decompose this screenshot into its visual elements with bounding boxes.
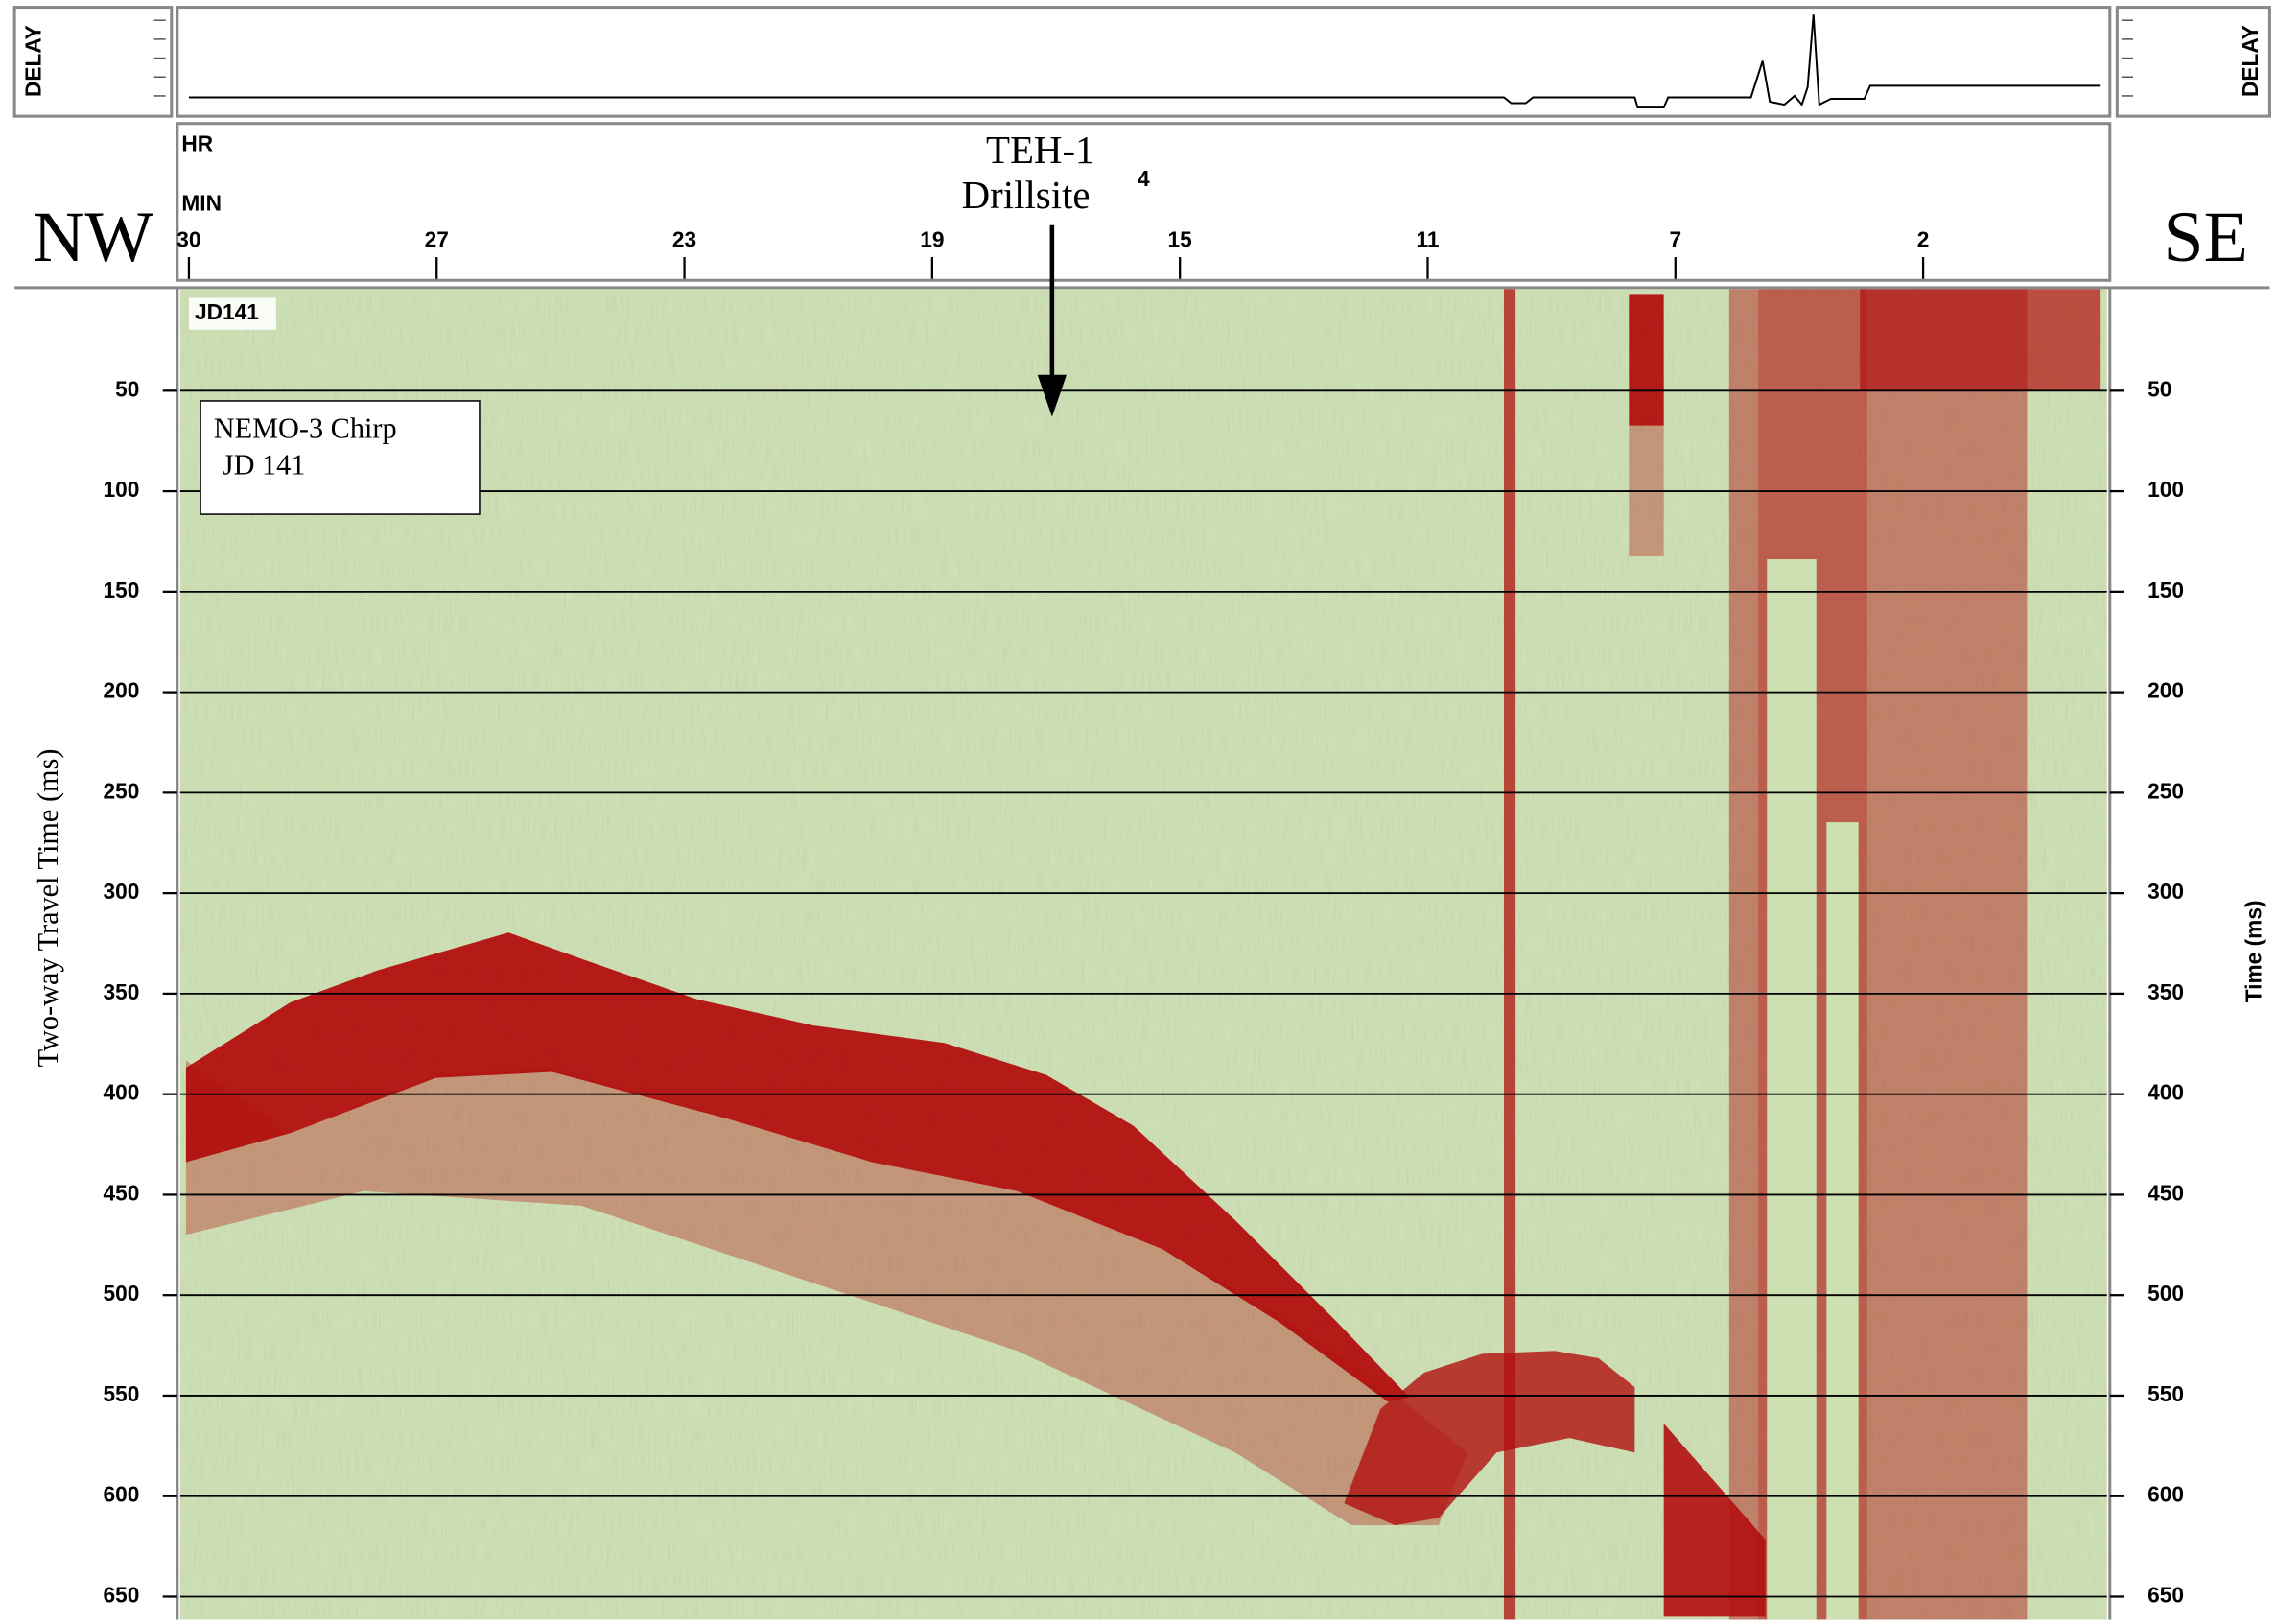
delay-frame	[176, 6, 2112, 118]
y2-tick-label: 550	[2148, 1381, 2184, 1406]
y-tick-label: 600	[104, 1482, 140, 1507]
legend-box	[200, 400, 481, 515]
x-tick-label: 2	[1917, 226, 1930, 251]
block-artifact	[1629, 294, 1664, 426]
direction-right: SE	[2164, 198, 2248, 277]
x-tick-label: 7	[1669, 226, 1681, 251]
y-tick-label: 550	[104, 1381, 140, 1406]
x-tick-label: 30	[176, 226, 200, 251]
y2-tick-label: 300	[2148, 879, 2184, 904]
grid	[179, 389, 2107, 1598]
site-arrowhead	[1037, 374, 1068, 417]
hour-label: HR	[181, 130, 213, 155]
y-tick-label: 350	[104, 979, 140, 1004]
y2-tick-label: 250	[2148, 778, 2184, 803]
y-tick-label: 500	[104, 1281, 140, 1306]
y2-tick-label: 500	[2148, 1281, 2184, 1306]
y-tick-label: 450	[104, 1180, 140, 1205]
legend-text: JD 141	[223, 449, 306, 482]
delay-label: DELAY	[20, 25, 45, 97]
y-tick-label: 300	[104, 879, 140, 904]
y2-tick-label: 150	[2148, 577, 2184, 602]
delay-ticks	[153, 19, 2134, 97]
y2-tick-label: 650	[2148, 1582, 2184, 1607]
y-tick-label: 650	[104, 1582, 140, 1607]
data-gap	[1767, 559, 1817, 1620]
site-label: TEH-1	[986, 129, 1095, 172]
day-tag-bg	[188, 297, 276, 330]
y2-tick-label: 400	[2148, 1080, 2184, 1105]
delay-frame-right	[2115, 6, 2271, 118]
dome-reflector	[1344, 1351, 1635, 1526]
time-header	[176, 122, 2112, 282]
y-axis-title: Two-way Travel Time (ms)	[32, 749, 64, 1068]
x-tick-label: 19	[920, 226, 944, 251]
site-label: Drillsite	[962, 174, 1091, 217]
lower-reflector	[1663, 1424, 1766, 1617]
delay-label: DELAY	[2238, 25, 2263, 97]
x-tick-label: 27	[425, 226, 449, 251]
seismic-image	[179, 289, 2107, 1620]
x-tick-label: 15	[1168, 226, 1192, 251]
y-tick-label: 100	[104, 477, 140, 502]
vertical-artifact	[1504, 289, 1516, 1620]
main-reflector	[185, 932, 1410, 1402]
x-tick-label: 11	[1416, 226, 1439, 251]
y2-tick-label: 50	[2148, 376, 2171, 401]
y2-tick-label: 600	[2148, 1482, 2184, 1507]
y-tick-label: 250	[104, 778, 140, 803]
x-tick-label: 23	[672, 226, 696, 251]
y-tick-label: 400	[104, 1080, 140, 1105]
diffuse-sediment	[185, 1060, 1468, 1526]
direction-left: NW	[33, 198, 154, 277]
minute-label: MIN	[181, 191, 222, 216]
delay-trace	[188, 14, 2101, 109]
day-tag: JD141	[195, 299, 259, 324]
hour-value: 4	[1138, 166, 1150, 191]
surface-noise	[1860, 289, 2101, 391]
y2-tick-label: 450	[2148, 1180, 2184, 1205]
legend-text: NEMO-3 Chirp	[214, 412, 397, 445]
y2-axis-title: Time (ms)	[2241, 900, 2265, 1002]
data-gap	[1826, 822, 1859, 1620]
y-tick-label: 50	[115, 376, 139, 401]
y2-tick-label: 100	[2148, 477, 2184, 502]
y-tick-label: 200	[104, 678, 140, 703]
y2-tick-label: 350	[2148, 979, 2184, 1004]
y-tick-label: 150	[104, 577, 140, 602]
delay-frame-left	[12, 6, 174, 118]
y2-tick-label: 200	[2148, 678, 2184, 703]
